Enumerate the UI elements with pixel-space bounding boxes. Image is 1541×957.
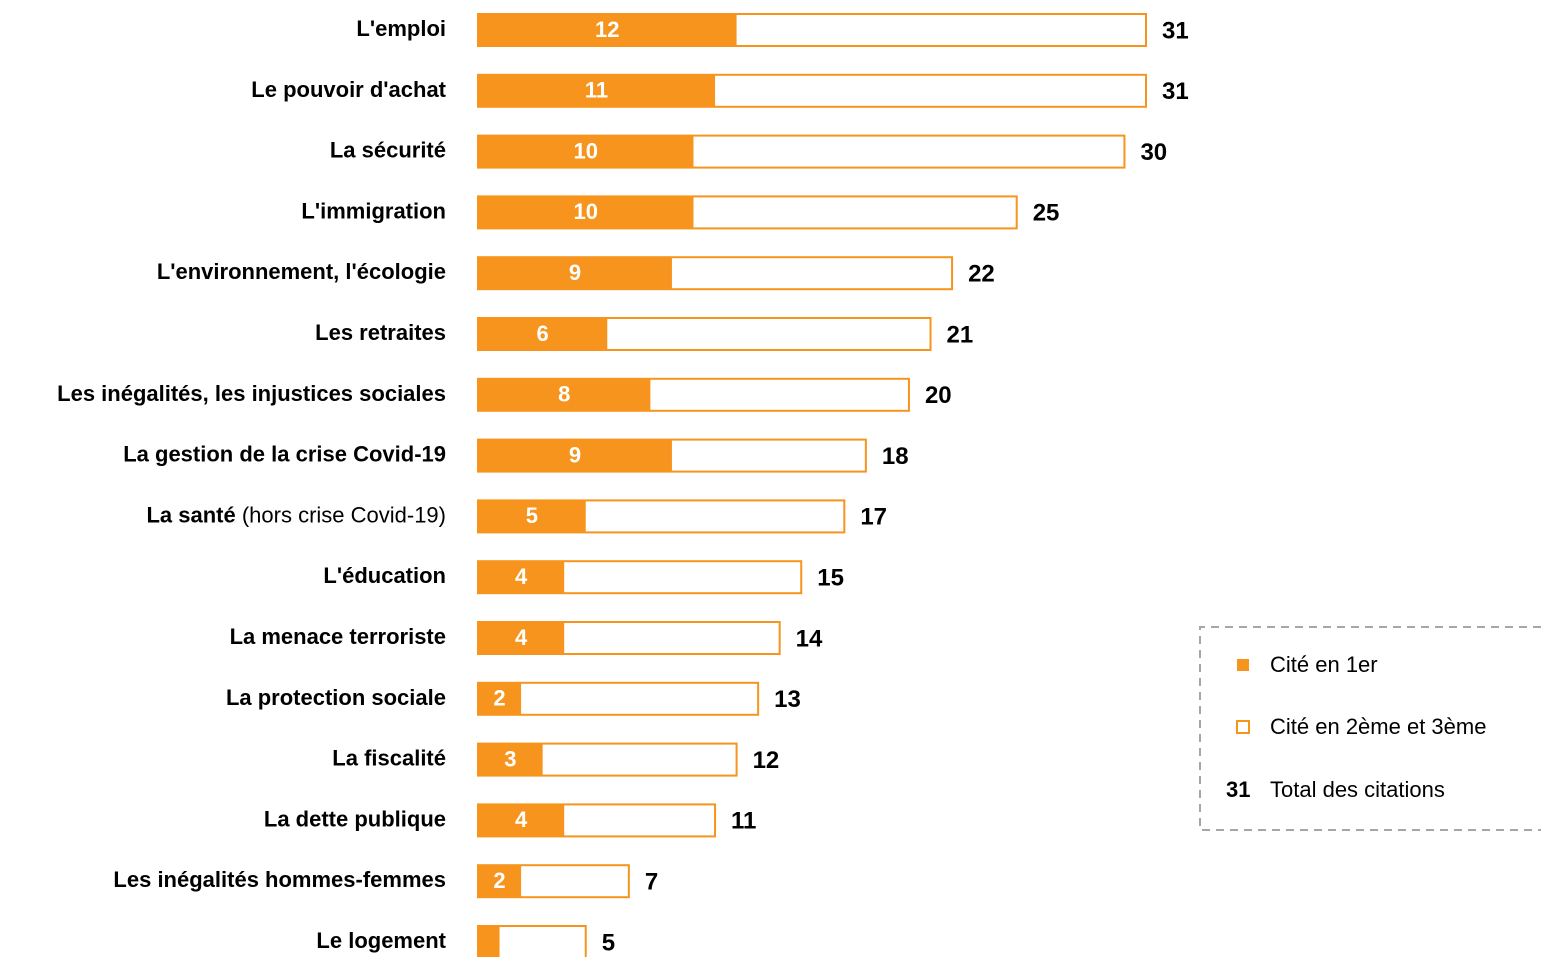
first-bar: [478, 561, 565, 594]
legend-label: Cité en 2ème et 3ème: [1270, 714, 1486, 739]
first-bar: [478, 14, 737, 46]
value-label: 5: [526, 503, 538, 528]
legend-swatch: [1236, 720, 1250, 734]
category-name: Le pouvoir d'achat: [251, 77, 446, 102]
value-label: 10: [573, 138, 597, 163]
category-note: (hors crise Covid-19): [242, 502, 446, 527]
total-label: 31: [1162, 17, 1189, 44]
first-bar: [478, 318, 608, 350]
first-bar: [478, 439, 672, 472]
category-name: L'éducation: [323, 563, 446, 588]
first-bar: [478, 135, 694, 168]
category-label: La gestion de la crise Covid-19: [123, 441, 446, 466]
total-label: 22: [968, 261, 995, 288]
first-bar: [478, 74, 716, 107]
value-label: 4: [515, 807, 528, 832]
value-label: 6: [537, 321, 549, 346]
category-label: L'environnement, l'écologie: [157, 259, 446, 284]
value-label: 9: [569, 260, 581, 285]
category-name: La gestion de la crise Covid-19: [123, 441, 446, 466]
category-name: Les inégalités, les injustices sociales: [57, 381, 446, 406]
category-name: Le logement: [316, 928, 446, 953]
category-name: La sécurité: [330, 137, 446, 162]
total-label: 7: [645, 869, 658, 896]
total-label: 21: [947, 321, 974, 348]
total-label: 11: [731, 808, 756, 835]
category-name: L'environnement, l'écologie: [157, 259, 446, 284]
category-label: L'éducation: [323, 563, 446, 588]
category-label: La sécurité: [330, 137, 446, 162]
value-label: 8: [558, 382, 570, 407]
total-label: 17: [860, 504, 887, 531]
value-label: 4: [515, 564, 528, 589]
legend-box: [1199, 626, 1541, 831]
legend-label: Total des citations: [1270, 777, 1445, 802]
value-label: 2: [493, 686, 505, 711]
first-bar: [478, 257, 672, 290]
legend-label: Cité en 1er: [1270, 652, 1378, 677]
category-name: Les inégalités hommes-femmes: [113, 867, 446, 892]
category-name: La dette publique: [264, 806, 446, 831]
total-label: 14: [796, 625, 823, 652]
total-label: 13: [774, 686, 801, 713]
total-label: 5: [602, 929, 615, 956]
total-label: 18: [882, 443, 909, 470]
first-bar: [478, 378, 651, 411]
value-label: 2: [493, 868, 505, 893]
category-label: Le pouvoir d'achat: [251, 77, 446, 102]
category-label: La fiscalité: [332, 745, 446, 770]
category-name: L'immigration: [301, 198, 446, 223]
category-label: L'immigration: [301, 198, 446, 223]
category-label: Les inégalités hommes-femmes: [113, 867, 446, 892]
category-name: L'emploi: [356, 16, 446, 41]
value-label: 12: [595, 17, 619, 42]
value-label: 9: [569, 442, 581, 467]
value-label: 11: [585, 78, 608, 103]
first-bar: [478, 743, 543, 776]
value-label: 10: [573, 199, 597, 224]
category-name: La santé: [146, 502, 235, 527]
total-label: 15: [817, 565, 844, 592]
category-label: Le logement: [316, 928, 446, 953]
legend-sample: 31: [1226, 777, 1250, 802]
total-bar: [477, 681, 760, 716]
category-name: La menace terroriste: [230, 624, 446, 649]
first-bar: [478, 500, 586, 533]
category-label: L'emploi: [356, 16, 446, 41]
value-label: 4: [515, 625, 528, 650]
first-bar: [478, 622, 565, 654]
total-label: 12: [753, 747, 780, 774]
total-label: 30: [1140, 139, 1167, 166]
category-label: Les retraites: [315, 320, 446, 345]
category-name: Les retraites: [315, 320, 446, 345]
total-label: 25: [1033, 200, 1060, 227]
total-label: 20: [925, 382, 952, 409]
category-label: Les inégalités, les injustices sociales: [57, 381, 446, 406]
first-bar: [478, 682, 522, 715]
category-label: La menace terroriste: [230, 624, 446, 649]
category-name: La protection sociale: [226, 685, 446, 710]
first-bar: [478, 926, 500, 957]
total-label: 31: [1162, 78, 1189, 105]
category-label: La protection sociale: [226, 685, 446, 710]
category-label: La dette publique: [264, 806, 446, 831]
first-bar: [478, 196, 694, 229]
legend-swatch: [1237, 659, 1249, 671]
category-name: La fiscalité: [332, 745, 446, 770]
first-bar: [478, 865, 522, 898]
category-label: La santé (hors crise Covid-19): [146, 502, 446, 527]
value-label: 3: [504, 746, 516, 771]
first-bar: [478, 804, 565, 837]
